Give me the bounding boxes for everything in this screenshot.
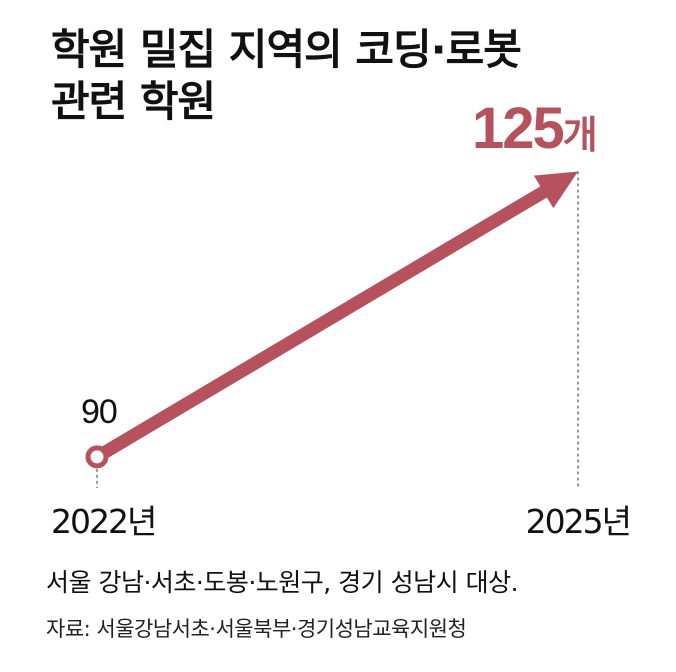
chart-source: 자료: 서울강남서초·서울북부·경기성남교육지원청 <box>46 617 467 641</box>
data-label-unit: 개 <box>563 113 598 157</box>
series-line <box>93 185 549 463</box>
arrow-head <box>533 171 578 209</box>
data-label-2022: 90 <box>81 393 117 431</box>
data-point-2022 <box>85 445 109 469</box>
data-label-2025-value: 125 <box>472 96 564 161</box>
x-tick-label-2025: 2025년 <box>526 502 630 541</box>
x-tick-label-2022: 2022년 <box>51 502 155 541</box>
title-line-1: 학원 밀집 지역의 코딩·로봇 <box>51 25 522 74</box>
chart-title: 학원 밀집 지역의 코딩·로봇 관련 학원 <box>51 24 522 128</box>
chart-note: 서울 강남·서초·도봉·노원구, 경기 성남시 대상. <box>46 568 519 597</box>
title-line-2: 관련 학원 <box>51 77 216 126</box>
data-label-2025: 125개 <box>472 96 598 161</box>
